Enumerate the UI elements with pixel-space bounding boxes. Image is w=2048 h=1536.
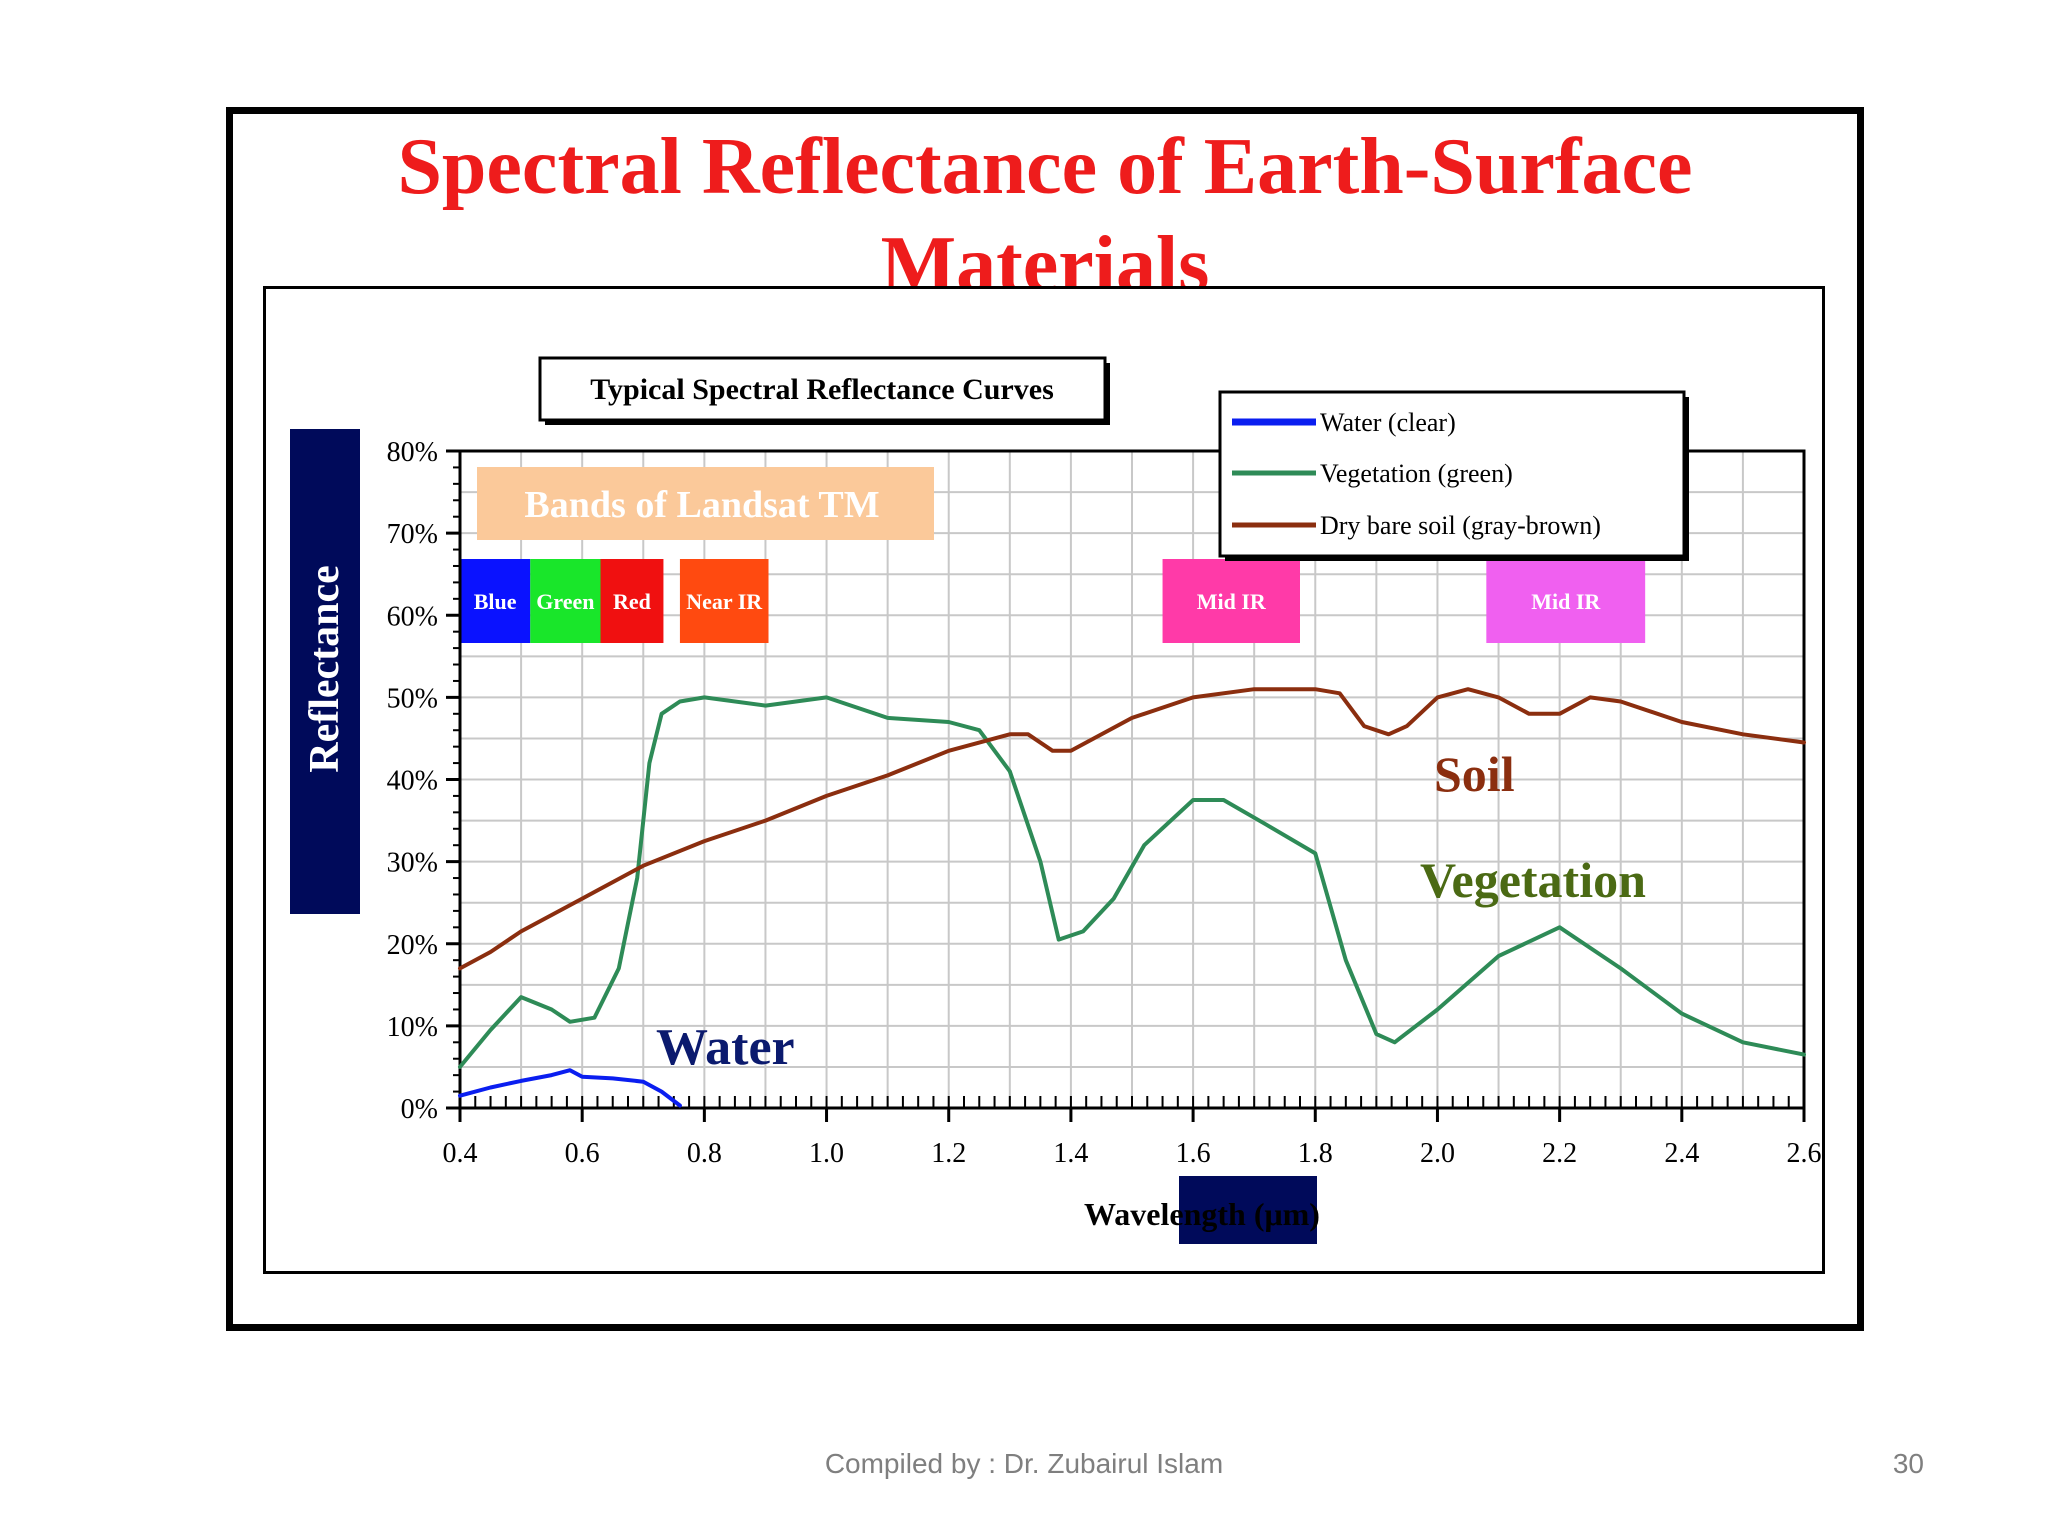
spectral-chart: Blue Green Red Near IR Mid IR Mid IR 0% 10% 20%… xyxy=(290,356,1822,1244)
band-2 xyxy=(600,559,664,643)
series-layer xyxy=(458,687,1806,1108)
annotation-water: Water xyxy=(656,1019,795,1076)
xlabel-box xyxy=(1179,1176,1317,1244)
band-0 xyxy=(460,559,531,643)
series-line-vegetation xyxy=(458,695,1806,1069)
x-tick-label: 2.4 xyxy=(1664,1138,1699,1169)
chart-box: Blue Green Red Near IR Mid IR Mid IR 0% 10% 20%… xyxy=(263,286,1825,1274)
y-tick-label: 70% xyxy=(387,519,438,550)
band-layer: Blue Green Red Near IR Mid IR Mid IR xyxy=(460,559,1646,643)
x-tick-label: 0.6 xyxy=(565,1138,600,1169)
band-label-1: Green xyxy=(536,589,594,614)
series-line-soil xyxy=(458,687,1806,971)
annotation-vegetation: Vegetation xyxy=(1420,852,1646,908)
band-1 xyxy=(530,559,601,643)
inner-title: Typical Spectral Reflectance Curves xyxy=(590,373,1054,406)
bands-heading: Bands of Landsat TM xyxy=(524,484,879,526)
x-tick-label: 2.2 xyxy=(1542,1138,1577,1169)
ylabel-box xyxy=(290,429,360,914)
band-3 xyxy=(679,559,769,643)
series-line-water xyxy=(458,1068,682,1108)
title-line-1: Spectral Reflectance of Earth-Surface xyxy=(397,123,1693,211)
page-number: 30 xyxy=(1892,1448,1924,1479)
band-label-4: Mid IR xyxy=(1197,589,1267,614)
x-tick-label: 1.6 xyxy=(1176,1138,1211,1169)
y-tick-label: 60% xyxy=(387,601,438,632)
x-tick-label: 1.8 xyxy=(1298,1138,1333,1169)
x-tick-label: 2.0 xyxy=(1420,1138,1455,1169)
legend-water-label: Water (clear) xyxy=(1320,408,1456,437)
band-5 xyxy=(1486,559,1646,643)
band-label-3: Near IR xyxy=(686,589,763,614)
y-tick-label: 50% xyxy=(387,683,438,714)
y-tick-label: 20% xyxy=(387,930,438,961)
y-tick-label: 10% xyxy=(387,1012,438,1043)
band-4 xyxy=(1162,559,1300,643)
slide-title: Spectral Reflectance of Earth-Surface Ma… xyxy=(233,118,1857,314)
band-label-2: Red xyxy=(613,589,651,614)
y-tick-label: 0% xyxy=(401,1094,438,1125)
y-tick-label: 40% xyxy=(387,766,438,797)
x-tick-label: 1.2 xyxy=(931,1138,966,1169)
x-tick-label: 0.8 xyxy=(687,1138,722,1169)
x-tick-label: 2.6 xyxy=(1787,1138,1822,1169)
annotation-soil: Soil xyxy=(1434,746,1515,802)
footer-credit: Compiled by : Dr. Zubairul Islam xyxy=(824,1448,1224,1479)
inner-title-box xyxy=(538,356,1107,422)
band-label-0: Blue xyxy=(474,589,517,614)
x-axis-label: Wavelength (μm) xyxy=(1084,1196,1320,1232)
x-tick-label: 0.4 xyxy=(443,1138,478,1169)
legend-soil-label: Dry bare soil (gray-brown) xyxy=(1320,511,1601,540)
y-tick-label: 80% xyxy=(387,437,438,468)
axes-layer: 0% 10% 20% 30% 40% 50% 60% 70% 80% 0.4 0.6 0.8 1.0 1.… xyxy=(387,437,1822,1169)
bands-heading-box xyxy=(477,467,934,540)
y-tick-label: 30% xyxy=(387,848,438,879)
legend-vegetation-label: Vegetation (green) xyxy=(1320,459,1513,488)
band-label-5: Mid IR xyxy=(1531,589,1601,614)
y-axis-label: Reflectance xyxy=(302,565,348,773)
x-tick-label: 1.4 xyxy=(1053,1138,1088,1169)
x-tick-label: 1.0 xyxy=(809,1138,844,1169)
